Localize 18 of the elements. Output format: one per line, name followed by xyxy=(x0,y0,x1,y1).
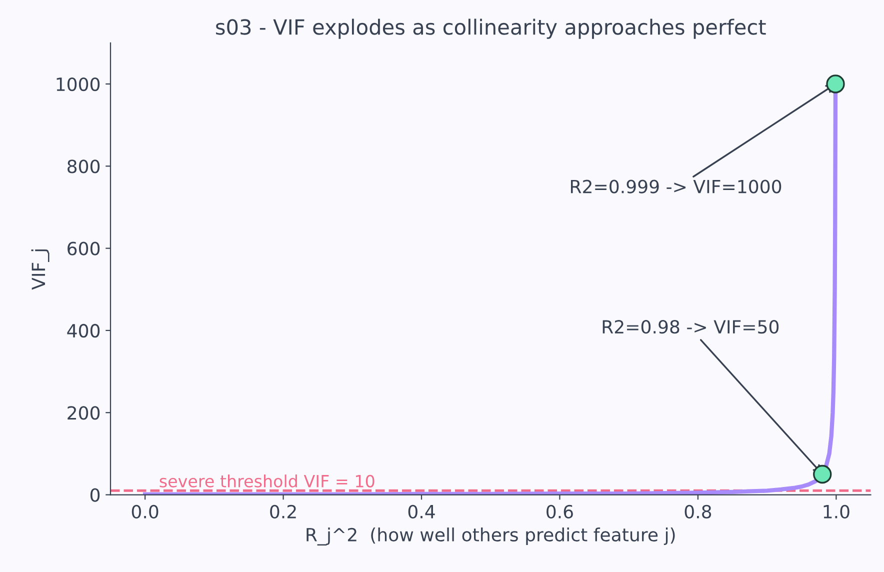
x-tick-label: 0.8 xyxy=(684,504,712,518)
y-axis-title: VIF_j xyxy=(31,249,50,290)
y-tick-label: 600 xyxy=(68,242,100,256)
x-tick-label: 0.6 xyxy=(546,504,573,518)
annotation: R2=0.98 -> VIF=50 xyxy=(602,320,779,334)
chart-title: s03 - VIF explodes as collinearity approaches perfect xyxy=(216,18,766,39)
ref-line-label: severe threshold VIF = 10 xyxy=(160,474,374,488)
annotation: R2=0.999 -> VIF=1000 xyxy=(570,180,782,194)
y-tick-label: 200 xyxy=(68,406,100,420)
x-tick-label: 1.0 xyxy=(824,504,850,518)
x-tick-label: 0.0 xyxy=(132,504,158,518)
y-tick-label: 400 xyxy=(67,324,100,338)
x-tick-label: 0.2 xyxy=(270,504,296,518)
y-tick-label: 0 xyxy=(90,488,100,502)
y-tick-label: 1000 xyxy=(56,77,100,92)
x-axis-title: R_j^2 (how well others predict feature j) xyxy=(306,528,675,546)
y-tick-label: 800 xyxy=(68,160,100,174)
x-tick-label: 0.4 xyxy=(408,504,435,518)
